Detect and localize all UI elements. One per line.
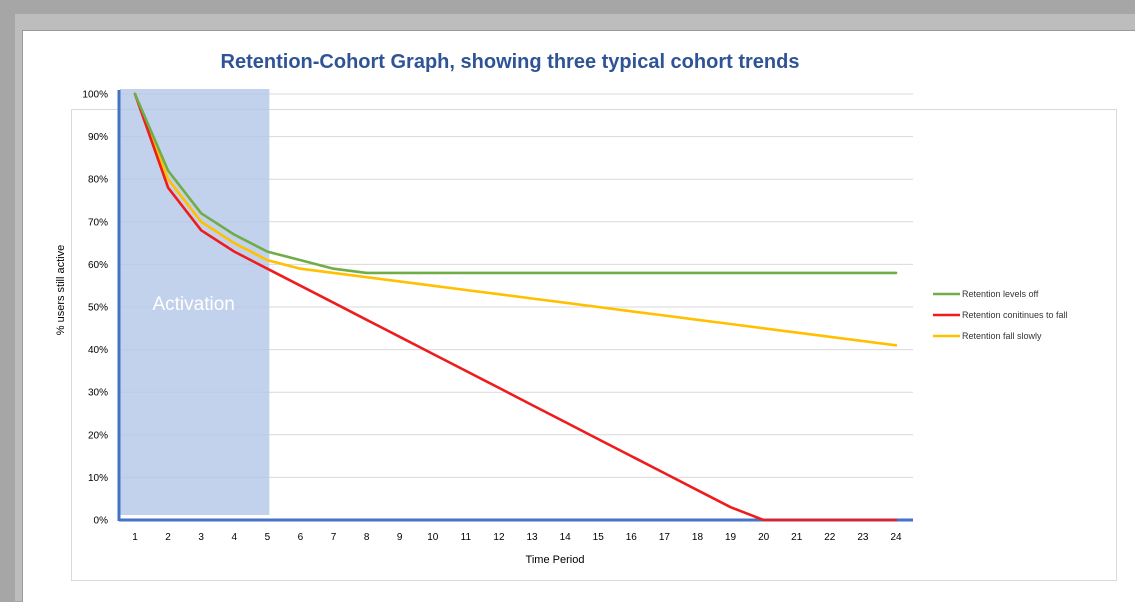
x-tick-label: 16: [626, 532, 638, 543]
activation-region: [120, 89, 270, 515]
y-tick-label: 70%: [88, 217, 108, 228]
x-tick-label: 10: [427, 532, 439, 543]
x-tick-label: 2: [165, 532, 171, 543]
x-tick-label: 5: [265, 532, 271, 543]
y-tick-labels: 0% 10% 20% 30% 40% 50% 60% 70% 80% 90% 100%: [82, 90, 108, 527]
y-tick-label: 100%: [82, 90, 108, 101]
x-tick-label: 21: [791, 532, 803, 543]
y-axis-label: % users still active: [55, 245, 67, 335]
x-tick-label: 4: [231, 532, 237, 543]
legend: Retention levels off Retention conitinues…: [933, 289, 1068, 341]
y-tick-label: 80%: [88, 175, 108, 186]
x-tick-label: 13: [526, 532, 538, 543]
x-tick-label: 3: [198, 532, 204, 543]
series-line-3: [133, 92, 898, 347]
activation-band: Activation: [120, 89, 270, 515]
series-line-1: [133, 92, 898, 275]
series-lines: [133, 92, 898, 522]
x-tick-label: 23: [857, 532, 869, 543]
x-tick-label: 17: [659, 532, 671, 543]
y-tick-label: 60%: [88, 260, 108, 271]
x-tick-label: 8: [364, 532, 370, 543]
legend-entry: Retention levels off: [962, 289, 1039, 299]
y-tick-label: 20%: [88, 430, 108, 441]
x-tick-label: 20: [758, 532, 770, 543]
chart-title: Retention-Cohort Graph, showing three ty…: [221, 51, 800, 73]
x-tick-label: 14: [560, 532, 572, 543]
y-tick-label: 90%: [88, 132, 108, 143]
window-frame: [0, 0, 1135, 14]
x-tick-label: 18: [692, 532, 704, 543]
legend-entry: Retention conitinues to fall: [962, 310, 1068, 320]
x-tick-label: 22: [824, 532, 836, 543]
x-tick-label: 24: [890, 532, 902, 543]
x-tick-label: 12: [493, 532, 505, 543]
x-tick-label: 15: [593, 532, 605, 543]
x-tick-label: 6: [298, 532, 304, 543]
x-tick-labels: 1 2 3 4 5 6 7 8 9 10 11 12 13 14 15 16 17 18 19 20 21 22 23 24: [132, 532, 902, 543]
x-tick-label: 7: [331, 532, 337, 543]
y-tick-label: 10%: [88, 473, 108, 484]
legend-entry: Retention fall slowly: [962, 331, 1042, 341]
y-tick-label: 30%: [88, 388, 108, 399]
x-tick-label: 19: [725, 532, 737, 543]
series-line-2: [133, 92, 898, 522]
y-tick-label: 50%: [88, 303, 108, 314]
x-tick-label: 11: [461, 532, 472, 543]
x-tick-label: 9: [397, 532, 403, 543]
activation-label: Activation: [152, 294, 234, 315]
x-axis-label: Time Period: [526, 554, 585, 566]
x-tick-label: 1: [132, 532, 138, 543]
y-tick-label: 0%: [94, 516, 109, 527]
y-tick-label: 40%: [88, 345, 108, 356]
